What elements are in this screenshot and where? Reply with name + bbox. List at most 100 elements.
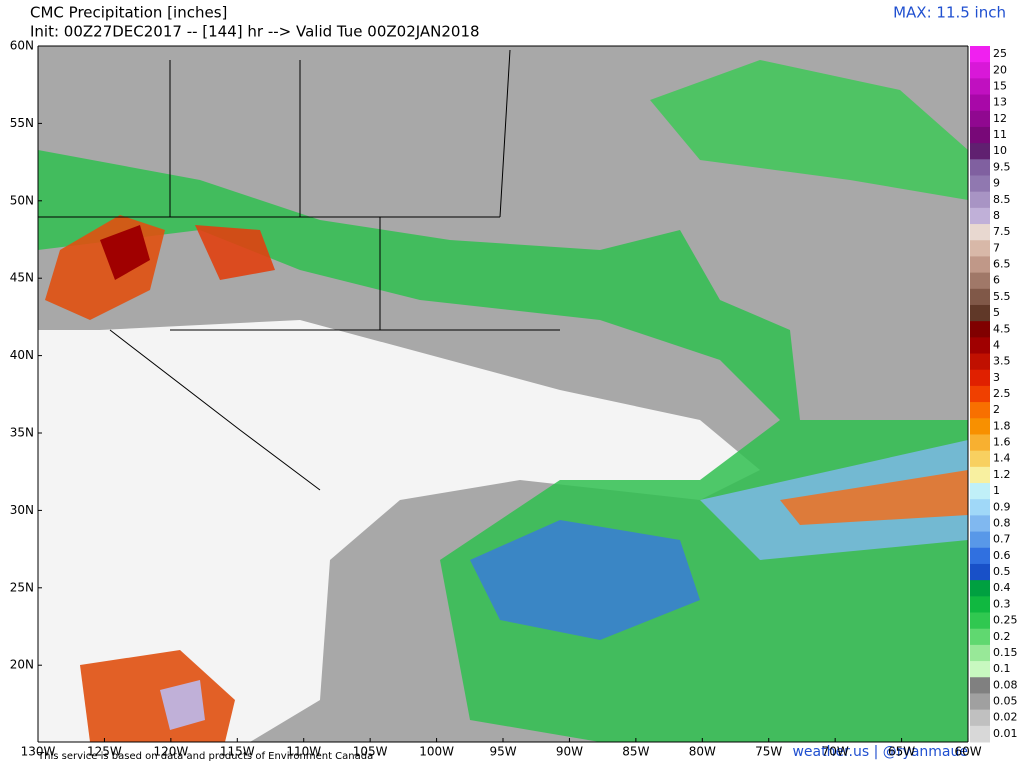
- lat-label: 40N: [10, 348, 34, 362]
- colorbar-cell: [970, 272, 990, 290]
- precip-orange-atl: [780, 470, 968, 525]
- lat-label: 35N: [10, 426, 34, 440]
- lon-label: 120W: [153, 745, 188, 759]
- colorbar-cell: [970, 288, 990, 306]
- colorbar-cell: [970, 143, 990, 160]
- lon-label: 125W: [87, 745, 122, 759]
- lon-label: 80W: [689, 745, 716, 759]
- colorbar-label: 1.2: [993, 468, 1011, 481]
- colorbar-label: 0.15: [993, 646, 1018, 659]
- colorbar-cell: [970, 369, 990, 387]
- colorbar-label: 4.5: [993, 322, 1011, 335]
- lon-label: 110W: [286, 745, 321, 759]
- colorbar-cell: [970, 450, 990, 468]
- lon-label: 65W: [888, 745, 915, 759]
- colorbar-cell: [970, 612, 990, 630]
- colorbar-cell: [970, 353, 990, 371]
- max-label: MAX: 11.5 inch: [893, 4, 1006, 22]
- map: [37, 45, 969, 743]
- colorbar-label: 0.01: [993, 727, 1018, 740]
- lon-label: 75W: [755, 745, 782, 759]
- colorbar-cell: [970, 191, 990, 209]
- lat-label: 45N: [10, 271, 34, 285]
- colorbar-cell: [970, 547, 990, 565]
- colorbar-cell: [970, 466, 990, 484]
- colorbar-label: 0.5: [993, 565, 1011, 578]
- precip-green: [38, 150, 968, 742]
- colorbar-label: 3.5: [993, 355, 1011, 368]
- colorbar-cell: [970, 224, 990, 241]
- colorbar-label: 0.05: [993, 695, 1018, 708]
- colorbar-cell: [970, 256, 990, 274]
- colorbar-cell: [970, 207, 990, 225]
- colorbar-cell: [970, 661, 990, 678]
- colorbar-cell: [970, 304, 990, 322]
- colorbar-cell: [970, 725, 990, 743]
- lon-label: 95W: [489, 745, 516, 759]
- colorbar-label: 0.08: [993, 678, 1018, 691]
- precip-pnw-core: [100, 225, 150, 280]
- colorbar-cell: [970, 499, 990, 516]
- colorbar-cell: [970, 693, 990, 711]
- colorbar-label: 7.5: [993, 225, 1011, 238]
- colorbar-cell: [970, 402, 990, 419]
- colorbar-label: 15: [993, 79, 1007, 92]
- colorbar-label: 4: [993, 338, 1000, 351]
- colorbar-label: 1.6: [993, 436, 1011, 449]
- colorbar-label: 0.4: [993, 581, 1011, 594]
- precip-green-ne: [650, 60, 968, 200]
- colorbar-label: 0.9: [993, 500, 1011, 513]
- precip-pacific-core: [160, 680, 205, 730]
- lat-label: 60N: [10, 39, 34, 53]
- lon-label: 100W: [419, 745, 454, 759]
- colorbar-label: 5: [993, 306, 1000, 319]
- colorbar-cell: [970, 434, 990, 452]
- colorbar-cell: [970, 240, 990, 257]
- colorbar-label: 1: [993, 484, 1000, 497]
- colorbar-label: 12: [993, 112, 1007, 125]
- colorbar-cell: [970, 126, 990, 144]
- title: CMC Precipitation [inches]: [30, 4, 227, 22]
- colorbar-label: 6.5: [993, 258, 1011, 271]
- colorbar-label: 8.5: [993, 193, 1011, 206]
- colorbar-label: 1.8: [993, 419, 1011, 432]
- colorbar-label: 1.4: [993, 452, 1011, 465]
- colorbar-cell: [970, 62, 990, 79]
- dry-area: [38, 320, 760, 742]
- colorbar-label: 5.5: [993, 290, 1011, 303]
- colorbar-label: 8: [993, 209, 1000, 222]
- lat-label: 50N: [10, 193, 34, 207]
- colorbar-cell: [970, 531, 990, 549]
- lon-label: 115W: [220, 745, 255, 759]
- colorbar-label: 3: [993, 371, 1000, 384]
- lat-label: 30N: [10, 503, 34, 517]
- lat-label: 25N: [10, 580, 34, 594]
- colorbar-cell: [970, 385, 990, 403]
- credit: This service is based on data and produc…: [37, 751, 373, 762]
- colorbar-label: 6: [993, 274, 1000, 287]
- colorbar-label: 7: [993, 241, 1000, 254]
- colorbar-label: 11: [993, 128, 1007, 141]
- lon-label: 85W: [622, 745, 649, 759]
- lon-label: 105W: [353, 745, 388, 759]
- colorbar-label: 0.1: [993, 662, 1011, 675]
- colorbar-cell: [970, 563, 990, 581]
- colorbar-cell: [970, 337, 990, 355]
- colorbar-label: 20: [993, 63, 1007, 76]
- lon-label: 130W: [21, 745, 56, 759]
- colorbar-label: 25: [993, 47, 1007, 60]
- colorbar-cell: [970, 94, 990, 112]
- colorbar-label: 0.6: [993, 549, 1011, 562]
- borders: [38, 49, 560, 491]
- subtitle: Init: 00Z27DEC2017 -- [144] hr --> Valid…: [30, 23, 480, 41]
- colorbar: 252015131211109.598.587.576.565.554.543.…: [970, 46, 1018, 743]
- colorbar-cell: [970, 483, 990, 500]
- precip-idaho: [195, 225, 275, 280]
- lon-label: 70W: [822, 745, 849, 759]
- colorbar-label: 9.5: [993, 160, 1011, 173]
- colorbar-cell: [970, 644, 990, 662]
- colorbar-label: 2: [993, 403, 1000, 416]
- lat-label: 55N: [10, 116, 34, 130]
- precip-blue-gulf: [470, 520, 700, 640]
